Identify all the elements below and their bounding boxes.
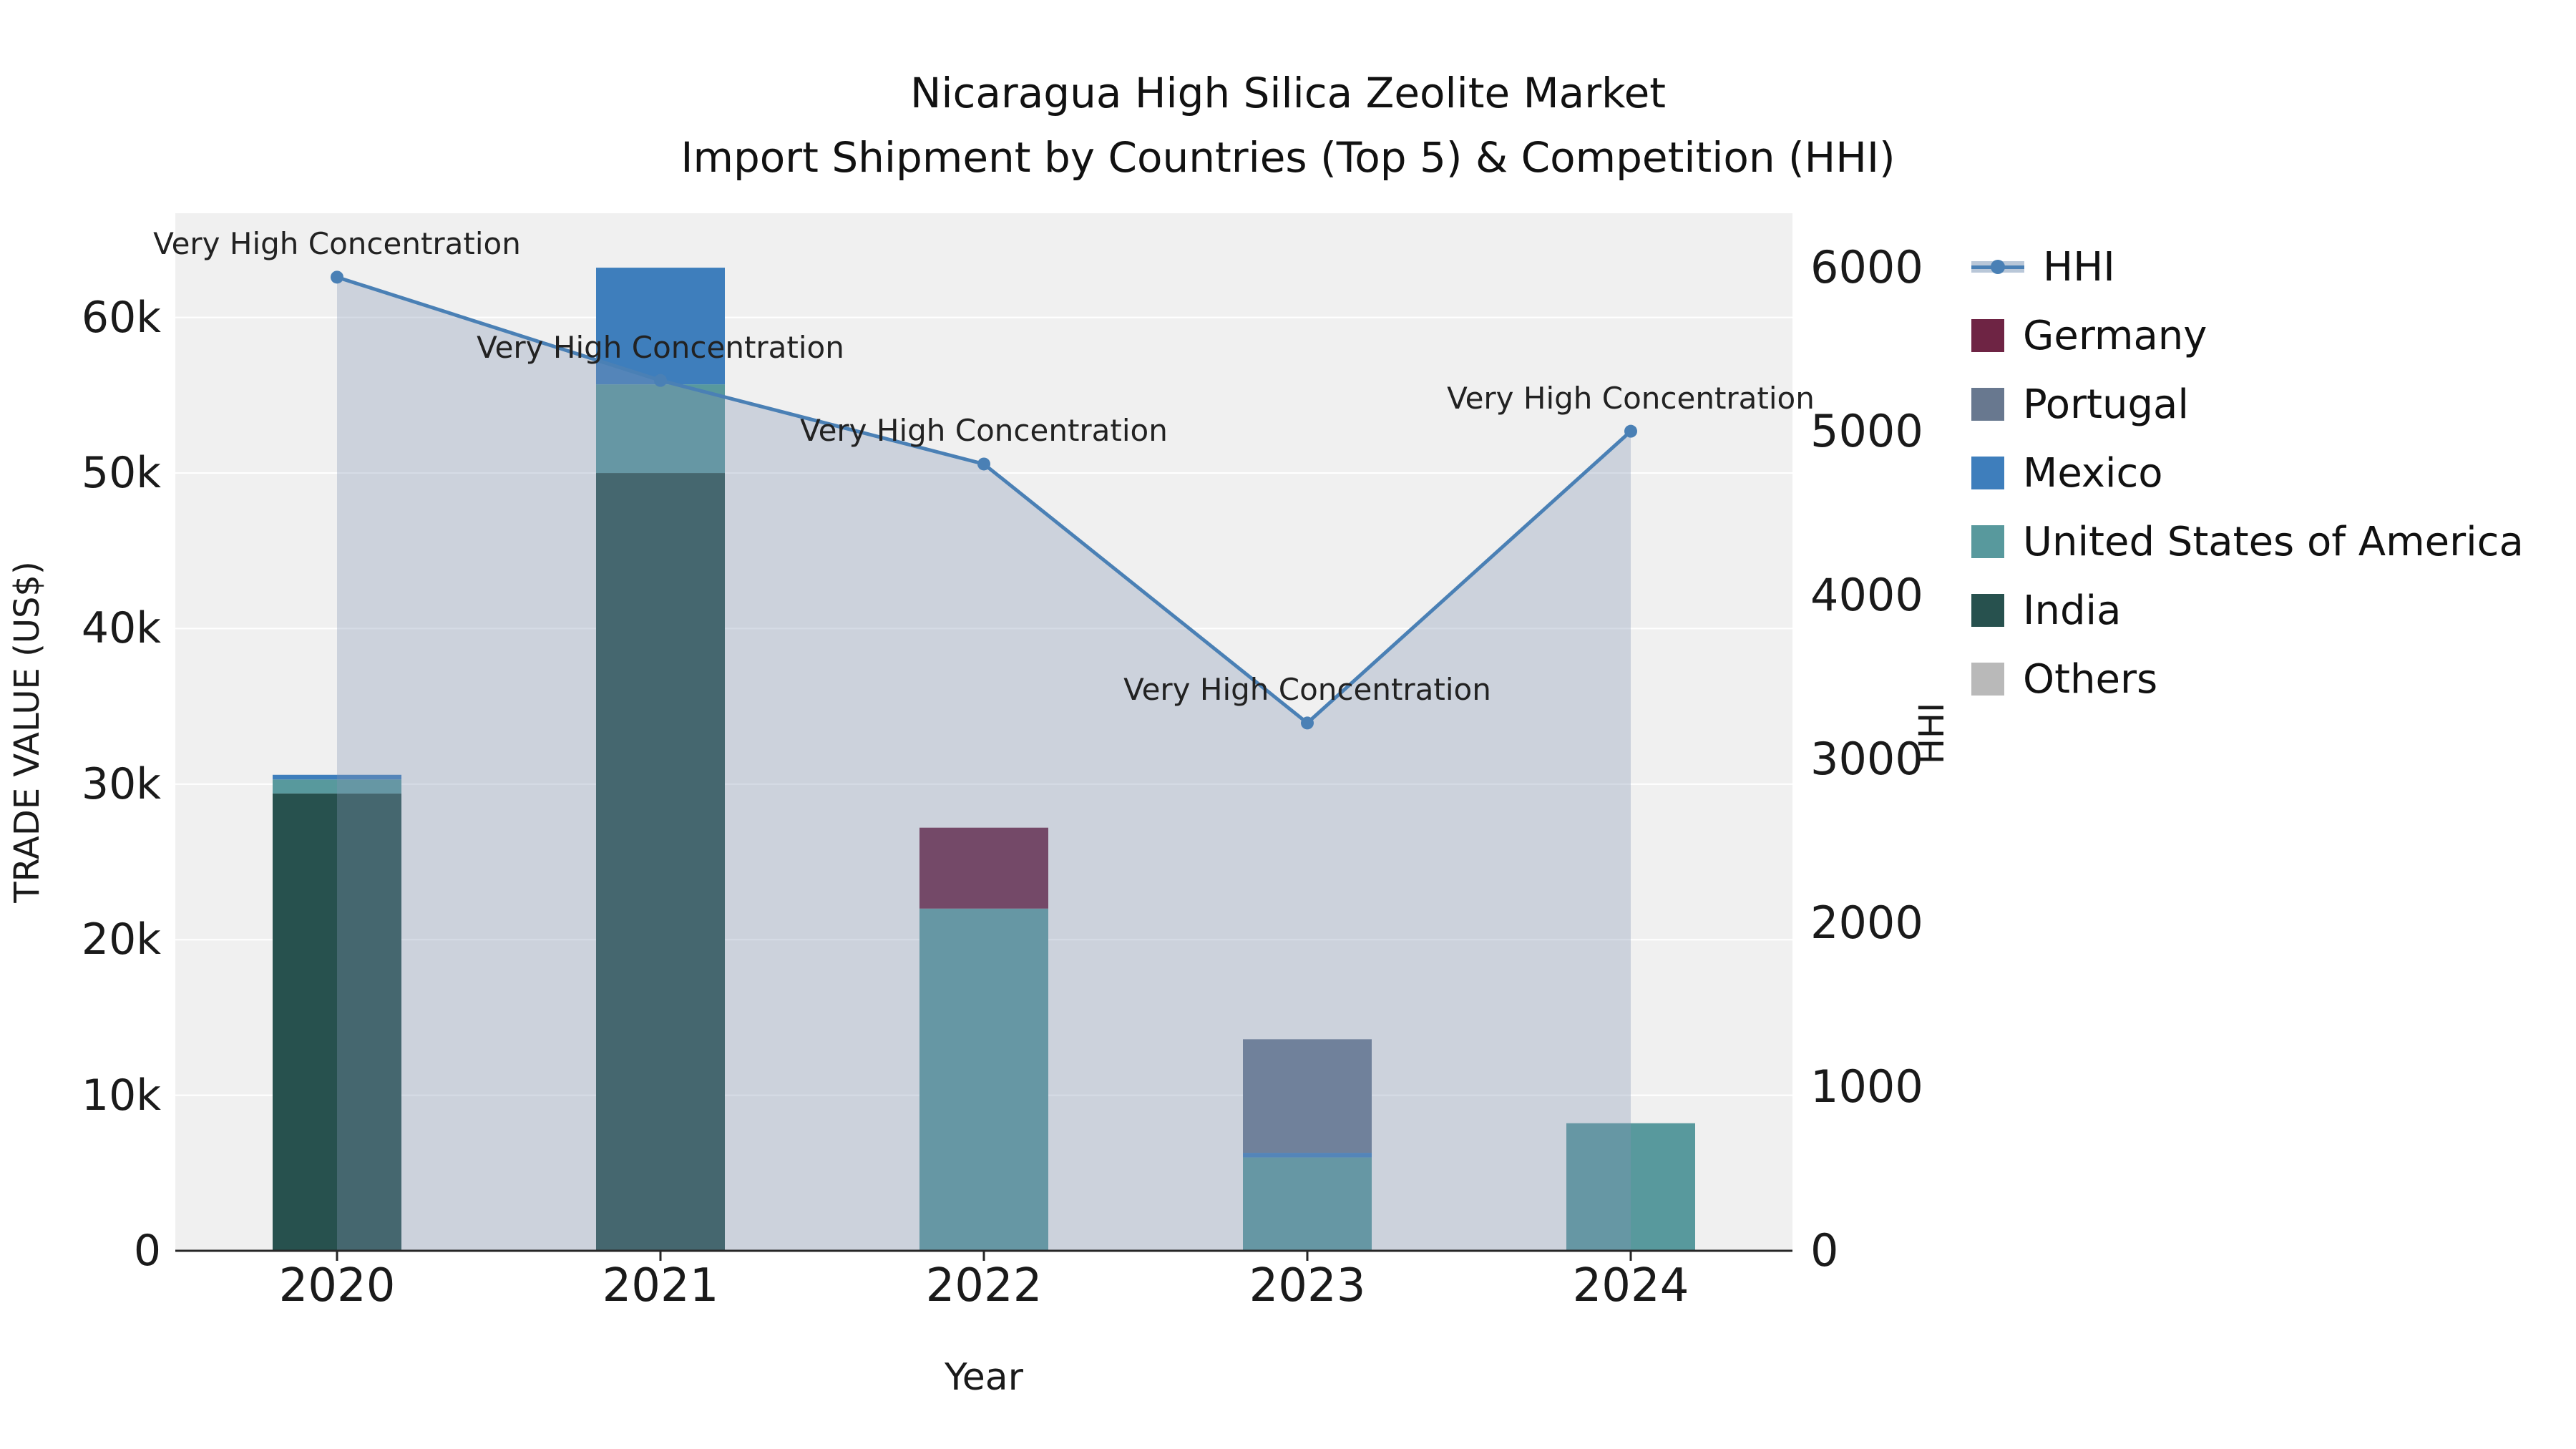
legend-item-india: India xyxy=(1971,576,2524,645)
hhi-area xyxy=(337,277,1631,1252)
chart-title: Nicaragua High Silica Zeolite Market Imp… xyxy=(0,61,2576,190)
legend-item-germany: Germany xyxy=(1971,301,2524,370)
legend-item-others: Others xyxy=(1971,645,2524,713)
legend-label-united-states-of-america: United States of America xyxy=(2023,518,2524,565)
legend-label-germany: Germany xyxy=(2023,312,2207,359)
legend-swatch-mexico xyxy=(1971,457,2004,489)
legend-item-hhi: HHI xyxy=(1971,233,2524,301)
bar-segment-united-states-of-america-2024 xyxy=(1566,1123,1695,1251)
legend-label-mexico: Mexico xyxy=(2023,449,2163,497)
bar-segment-germany-2022 xyxy=(919,827,1048,909)
legend-label-hhi: HHI xyxy=(2043,243,2115,291)
bar-segment-united-states-of-america-2020 xyxy=(273,779,401,794)
hhi-point-2022 xyxy=(977,457,990,471)
legend-label-others: Others xyxy=(2023,655,2158,703)
bar-segment-united-states-of-america-2022 xyxy=(919,908,1048,1251)
y-axis-title-left: TRADE VALUE (US$) xyxy=(7,561,47,903)
legend-item-portugal: Portugal xyxy=(1971,370,2524,439)
bar-segment-mexico-2023 xyxy=(1243,1153,1372,1158)
legend-swatch-germany xyxy=(1971,319,2004,352)
legend-line-dot xyxy=(1991,260,2005,274)
legend-item-mexico: Mexico xyxy=(1971,439,2524,507)
legend-swatch-portugal xyxy=(1971,388,2004,421)
legend-label-portugal: Portugal xyxy=(2023,381,2189,428)
legend-label-india: India xyxy=(2023,587,2122,634)
hhi-point-2023 xyxy=(1301,716,1314,730)
y-axis-title-right: HHI xyxy=(1912,702,1952,765)
hhi-point-2024 xyxy=(1624,424,1637,438)
legend: HHI Germany Portugal Mexico United States of… xyxy=(1971,233,2524,713)
legend-item-united-states-of-america: United States of America xyxy=(1971,507,2524,576)
bar-segment-united-states-of-america-2021 xyxy=(596,384,725,474)
bar-segment-india-2020 xyxy=(273,793,401,1251)
hhi-point-2020 xyxy=(331,270,343,284)
bar-segment-mexico-2020 xyxy=(273,774,401,780)
bar-segment-united-states-of-america-2023 xyxy=(1243,1157,1372,1251)
bar-segment-india-2021 xyxy=(596,473,725,1251)
hhi-point-2021 xyxy=(654,374,667,387)
chart-title-line2: Import Shipment by Countries (Top 5) & C… xyxy=(680,133,1896,182)
legend-swatch-united-states-of-america xyxy=(1971,525,2004,558)
bar-segment-portugal-2023 xyxy=(1243,1039,1372,1153)
legend-swatch-india xyxy=(1971,594,2004,627)
legend-swatch-others xyxy=(1971,663,2004,696)
x-axis-title: Year xyxy=(944,1356,1024,1399)
chart-title-line1: Nicaragua High Silica Zeolite Market xyxy=(909,69,1666,117)
legend-line-sample-icon xyxy=(1971,250,2024,283)
